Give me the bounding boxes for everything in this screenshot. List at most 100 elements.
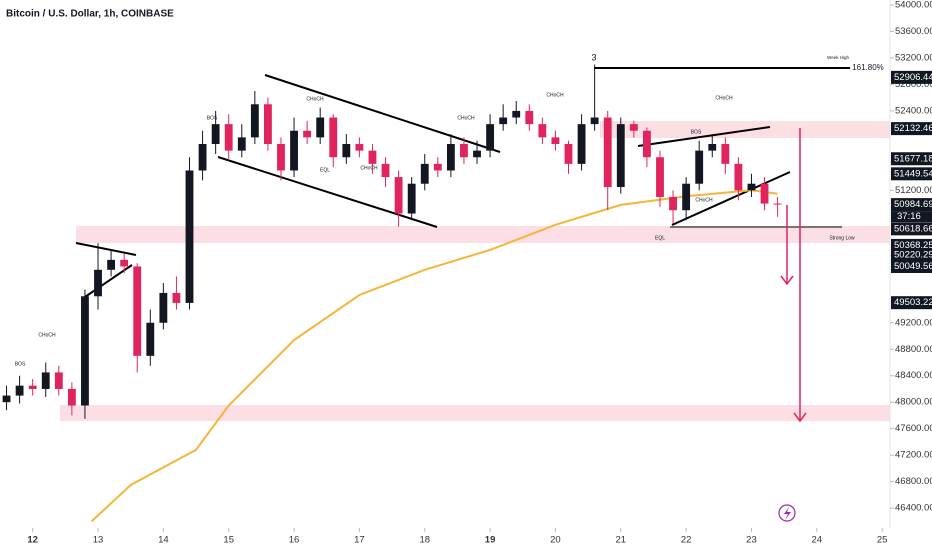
candle-body <box>473 150 481 158</box>
x-tick-label: 25 <box>877 535 888 546</box>
price-tag <box>891 296 932 310</box>
y-tick-label: 54000.00 <box>895 0 932 10</box>
trend-line <box>264 74 501 153</box>
candle-body <box>81 296 89 406</box>
candle-body <box>682 183 691 211</box>
x-tick-label: 15 <box>223 535 234 546</box>
candle-body <box>290 130 298 171</box>
countdown: 37:16 <box>897 211 921 222</box>
price-tag <box>891 238 932 252</box>
trend-line <box>217 156 438 228</box>
demand-zone <box>76 226 890 243</box>
candle-body <box>94 269 102 297</box>
trend-lines <box>75 67 850 300</box>
annotation: BOS <box>691 129 702 135</box>
x-tick-label: 17 <box>354 535 365 546</box>
countdown-tag <box>891 211 932 223</box>
x-tick-label: 23 <box>746 535 757 546</box>
candle-body <box>316 117 325 138</box>
price-tag-label: 51677.18 <box>894 153 932 164</box>
price-tag <box>891 122 932 136</box>
candle-body <box>198 144 207 171</box>
price-tag-label: 51449.54 <box>894 168 932 179</box>
annotation: Strong Low <box>829 235 855 241</box>
candle-body <box>303 130 312 138</box>
candle-body <box>342 144 351 158</box>
candle-body <box>2 395 11 403</box>
x-tick-label: 21 <box>615 535 626 546</box>
annotation: CHoCH <box>38 332 56 338</box>
x-tick-label: 14 <box>158 535 169 546</box>
candle-body <box>499 117 508 125</box>
supply-zone <box>600 121 890 138</box>
candle-body <box>773 203 782 205</box>
alert-bolt <box>784 507 791 520</box>
y-tick-label: 53600.00 <box>895 26 932 37</box>
candle-body <box>133 266 142 356</box>
candle-body <box>368 150 377 164</box>
candle-body <box>67 388 76 406</box>
candle-body <box>590 117 599 125</box>
candle-body <box>146 322 155 356</box>
price-tag <box>891 260 932 274</box>
arrow-head <box>780 275 794 286</box>
annotation: CHoCH <box>715 95 733 101</box>
candle-body <box>695 150 704 184</box>
trend-line <box>75 242 137 256</box>
candle-body <box>512 110 521 118</box>
price-tag-label: 52906.44 <box>894 72 932 83</box>
price-tag <box>891 70 932 84</box>
y-tick-label: 49200.00 <box>895 317 932 328</box>
candle-body <box>538 124 547 138</box>
candle-body <box>41 372 50 389</box>
y-tick-label: 48000.00 <box>895 397 932 408</box>
x-tick-label: 16 <box>289 535 300 546</box>
candle-body <box>107 259 116 270</box>
y-tick-label: 51200.00 <box>895 185 932 196</box>
price-tag <box>891 248 932 262</box>
alert-icon[interactable] <box>778 504 796 522</box>
candle-body <box>250 104 259 138</box>
candle-body <box>355 144 364 151</box>
candle-body <box>760 183 769 204</box>
annotation: CHoCH <box>546 92 564 98</box>
candle-body <box>224 124 233 151</box>
candle-body <box>721 144 730 164</box>
x-tick-label: 20 <box>550 535 561 546</box>
y-tick-label: 46800.00 <box>895 476 932 487</box>
price-tag <box>891 152 932 166</box>
candle-body <box>159 292 168 323</box>
annotation: CHoCH <box>457 115 475 121</box>
x-tick-label: 22 <box>681 535 692 546</box>
y-tick-label: 53200.00 <box>895 52 932 63</box>
annotation: EQL <box>320 167 330 173</box>
candle-body <box>433 163 442 171</box>
x-tick-label: 18 <box>419 535 430 546</box>
annotation: CHoCH <box>306 96 324 102</box>
x-tick-label: 19 <box>485 535 496 546</box>
candle-body <box>329 117 338 158</box>
annotation: BOS <box>15 361 26 367</box>
y-tick-label: 47200.00 <box>895 450 932 461</box>
y-tick-label: 52400.00 <box>895 105 932 116</box>
candle-body <box>54 372 63 389</box>
candle-body <box>460 144 468 158</box>
arrows <box>780 128 807 423</box>
candle-body <box>237 137 246 151</box>
x-tick-label: 12 <box>27 535 38 546</box>
candle-body <box>551 137 560 144</box>
candle-body <box>394 177 403 214</box>
candle-body <box>616 124 625 188</box>
candle-body <box>407 183 416 214</box>
price-tag-label: 50368.25 <box>894 240 932 251</box>
price-tag-label: 50049.56 <box>894 261 932 272</box>
candle-body <box>381 163 390 178</box>
target-zone <box>60 405 890 421</box>
candle-body <box>669 196 677 211</box>
candle-body <box>629 124 638 131</box>
price-tag-label: 50984.69 <box>894 199 932 210</box>
candle-body <box>577 124 586 164</box>
candle-body <box>642 130 651 158</box>
